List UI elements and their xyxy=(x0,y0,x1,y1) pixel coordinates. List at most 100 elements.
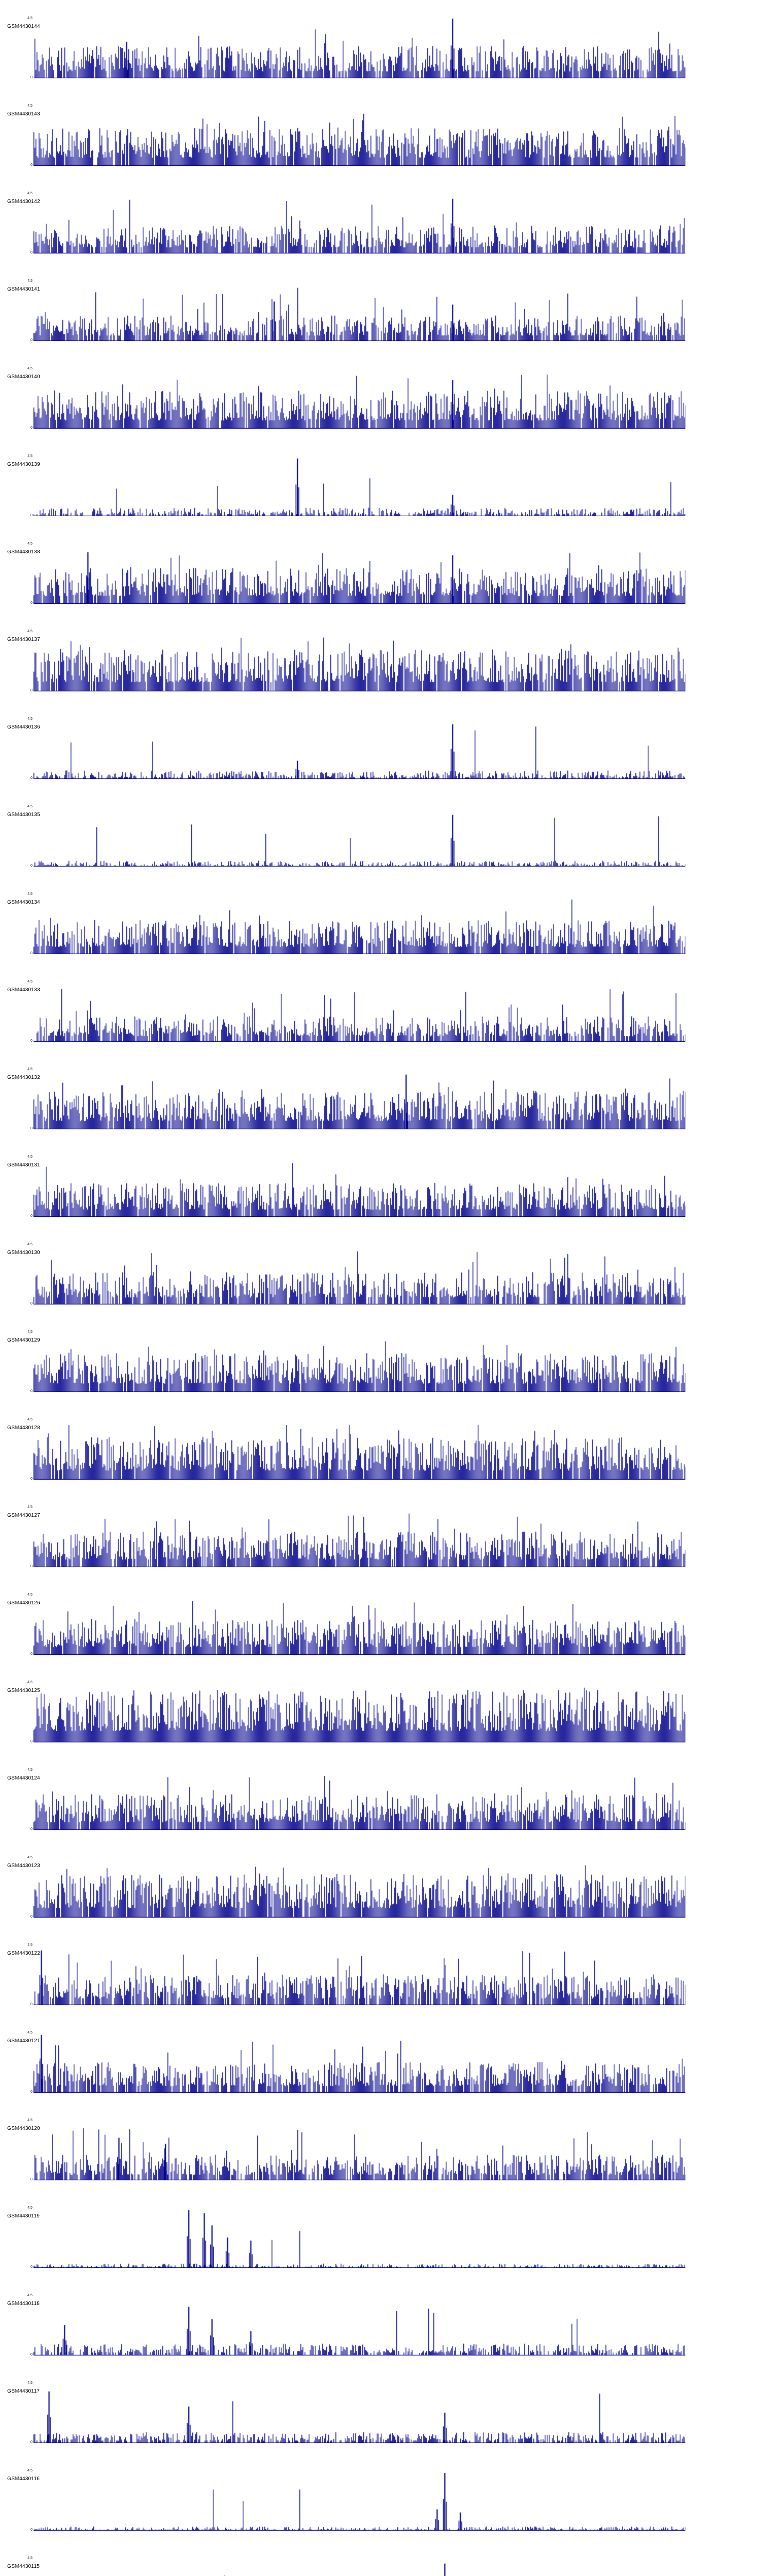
y-axis-max-label: 4.5 xyxy=(27,2556,32,2560)
track-plot: 4.5 0 xyxy=(27,454,685,517)
signal-canvas xyxy=(33,1506,685,1567)
y-axis-max-label: 4.5 xyxy=(27,104,32,108)
y-axis-max-label: 4.5 xyxy=(27,1856,32,1859)
track-label: GSM4430122 xyxy=(7,1951,40,1956)
track-plot: 4.5 0 xyxy=(27,717,685,780)
track-row: GSM4430127 4.5 0 xyxy=(0,1500,773,1588)
y-axis-min-label: 0 xyxy=(30,2353,32,2357)
track-plot: 4.5 0 xyxy=(27,980,685,1043)
track-plot: 4.5 0 xyxy=(27,2556,685,2576)
track-label: GSM4430137 xyxy=(7,637,40,642)
track-label: GSM4430123 xyxy=(7,1863,40,1869)
track-plot: 4.5 0 xyxy=(27,16,685,79)
track-row: GSM4430121 4.5 0 xyxy=(0,2026,773,2113)
y-axis-max-label: 4.5 xyxy=(27,2381,32,2385)
track-label: GSM4430131 xyxy=(7,1162,40,1168)
y-axis-max-label: 4.5 xyxy=(27,2469,32,2472)
y-axis-min-label: 0 xyxy=(30,1477,32,1481)
track-row: GSM4430123 4.5 0 xyxy=(0,1851,773,1938)
track-plot: 4.5 0 xyxy=(27,1155,685,1218)
track-plot: 4.5 0 xyxy=(27,1856,685,1919)
y-axis-max-label: 4.5 xyxy=(27,630,32,633)
track-label: GSM4430136 xyxy=(7,724,40,730)
signal-canvas xyxy=(33,806,685,867)
track-label: GSM4430121 xyxy=(7,2038,40,2044)
track-plot: 4.5 0 xyxy=(27,1681,685,1743)
y-axis-min-label: 0 xyxy=(30,952,32,955)
y-axis-min-label: 0 xyxy=(30,1565,32,1568)
track-row: GSM4430116 4.5 0 xyxy=(0,2464,773,2551)
y-axis-max-label: 4.5 xyxy=(27,1593,32,1597)
y-axis-max-label: 4.5 xyxy=(27,542,32,546)
track-row: GSM4430115 4.5 0 xyxy=(0,2551,773,2576)
y-axis-max-label: 4.5 xyxy=(27,805,32,808)
y-axis-min-label: 0 xyxy=(30,2090,32,2094)
track-row: GSM4430125 4.5 0 xyxy=(0,1675,773,1763)
track-row: GSM4430131 4.5 0 xyxy=(0,1150,773,1238)
track-plot: 4.5 0 xyxy=(27,805,685,868)
y-axis-max-label: 4.5 xyxy=(27,279,32,283)
y-axis-min-label: 0 xyxy=(30,1214,32,1218)
track-row: GSM4430134 4.5 0 xyxy=(0,887,773,975)
signal-canvas xyxy=(33,893,685,954)
track-label: GSM4430133 xyxy=(7,987,40,993)
y-axis-min-label: 0 xyxy=(30,1652,32,1656)
track-plot: 4.5 0 xyxy=(27,1943,685,2006)
track-row: GSM4430135 4.5 0 xyxy=(0,800,773,887)
track-row: GSM4430124 4.5 0 xyxy=(0,1763,773,1851)
track-label: GSM4430143 xyxy=(7,111,40,117)
track-plot: 4.5 0 xyxy=(27,1505,685,1568)
y-axis-min-label: 0 xyxy=(30,776,32,780)
track-row: GSM4430143 4.5 0 xyxy=(0,99,773,187)
y-axis-max-label: 4.5 xyxy=(27,454,32,458)
y-axis-min-label: 0 xyxy=(30,426,32,430)
track-label: GSM4430130 xyxy=(7,1250,40,1256)
track-plot: 4.5 0 xyxy=(27,542,685,605)
track-row: GSM4430132 4.5 0 xyxy=(0,1062,773,1150)
track-plot: 4.5 0 xyxy=(27,630,685,692)
y-axis-max-label: 4.5 xyxy=(27,1330,32,1334)
track-row: GSM4430119 4.5 0 xyxy=(0,2201,773,2289)
signal-canvas xyxy=(33,1244,685,1304)
y-axis-min-label: 0 xyxy=(30,1127,32,1130)
signal-canvas xyxy=(33,1857,685,1918)
track-label: GSM4430132 xyxy=(7,1075,40,1080)
y-axis-max-label: 4.5 xyxy=(27,2031,32,2035)
y-axis-min-label: 0 xyxy=(30,76,32,79)
track-row: GSM4430142 4.5 0 xyxy=(0,187,773,274)
y-axis-max-label: 4.5 xyxy=(27,192,32,195)
signal-canvas xyxy=(33,2120,685,2180)
track-label: GSM4430125 xyxy=(7,1688,40,1693)
y-axis-max-label: 4.5 xyxy=(27,1243,32,1246)
signal-canvas xyxy=(33,2207,685,2268)
signal-canvas xyxy=(33,368,685,429)
y-axis-min-label: 0 xyxy=(30,1302,32,1306)
track-plot: 4.5 0 xyxy=(27,192,685,255)
track-label: GSM4430118 xyxy=(7,2301,40,2307)
signal-canvas xyxy=(33,2295,685,2355)
signal-canvas xyxy=(33,1594,685,1655)
track-label: GSM4430116 xyxy=(7,2476,40,2482)
signal-canvas xyxy=(33,1769,685,1830)
track-label: GSM4430119 xyxy=(7,2213,40,2219)
y-axis-max-label: 4.5 xyxy=(27,367,32,370)
track-plot: 4.5 0 xyxy=(27,1243,685,1306)
y-axis-max-label: 4.5 xyxy=(27,1681,32,1684)
track-row: GSM4430140 4.5 0 xyxy=(0,362,773,449)
track-row: GSM4430126 4.5 0 xyxy=(0,1588,773,1675)
track-label: GSM4430115 xyxy=(7,2564,40,2569)
track-plot: 4.5 0 xyxy=(27,892,685,955)
track-label: GSM4430120 xyxy=(7,2126,40,2131)
track-row: GSM4430117 4.5 0 xyxy=(0,2376,773,2464)
signal-canvas xyxy=(33,280,685,341)
y-axis-max-label: 4.5 xyxy=(27,2119,32,2122)
y-axis-min-label: 0 xyxy=(30,2441,32,2444)
signal-canvas xyxy=(33,2470,685,2531)
y-axis-max-label: 4.5 xyxy=(27,1418,32,1421)
track-plot: 4.5 0 xyxy=(27,2031,685,2094)
track-plot: 4.5 0 xyxy=(27,1330,685,1393)
signal-canvas xyxy=(33,2032,685,2093)
y-axis-min-label: 0 xyxy=(30,514,32,517)
